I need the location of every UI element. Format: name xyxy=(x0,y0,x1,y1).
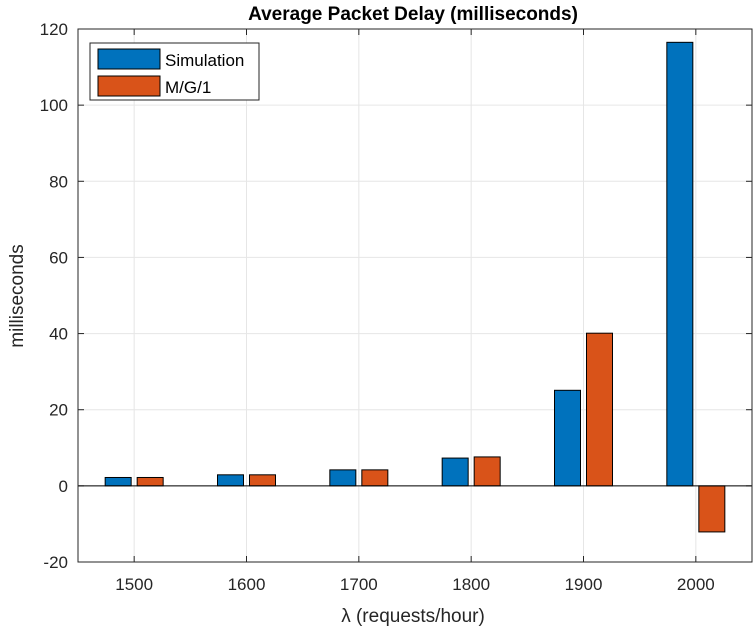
bar-mg1-1700 xyxy=(361,469,389,487)
x-tick-label: 1900 xyxy=(565,575,603,594)
legend-swatch-mg1 xyxy=(97,75,161,97)
bar-mg1-1500 xyxy=(136,476,164,487)
legend: Simulation M/G/1 xyxy=(89,42,260,101)
bar-mg1-1900 xyxy=(586,332,613,487)
axes xyxy=(77,28,753,563)
plot-frame xyxy=(77,28,753,563)
y-tick-label: 0 xyxy=(59,477,68,496)
x-tick-label: 1600 xyxy=(228,575,266,594)
x-tick-label: 2000 xyxy=(677,575,715,594)
bar-simulation-2000 xyxy=(666,41,694,487)
y-axis-label: milliseconds xyxy=(7,244,28,347)
y-tick-label: -20 xyxy=(43,553,68,572)
y-tick-label: 120 xyxy=(40,20,68,39)
x-tick-label: 1700 xyxy=(340,575,378,594)
y-tick-label: 40 xyxy=(49,325,68,344)
y-tick-label: 80 xyxy=(49,172,68,191)
bar-simulation-1500 xyxy=(104,476,132,487)
legend-swatch-simulation xyxy=(97,48,161,70)
chart-title: Average Packet Delay (milliseconds) xyxy=(248,4,578,25)
legend-label-simulation: Simulation xyxy=(165,51,244,70)
bar-simulation-1900 xyxy=(554,389,581,487)
y-tick-label: 20 xyxy=(49,401,68,420)
bars xyxy=(104,41,726,533)
tick-labels: -20 0 20 40 60 80 100 120 1500 1600 1700 1800 1900 20… xyxy=(40,20,715,594)
y-tick-label: 60 xyxy=(49,248,68,267)
legend-label-mg1: M/G/1 xyxy=(165,78,211,97)
bar-mg1-1800 xyxy=(473,456,501,487)
y-tick-label: 100 xyxy=(40,96,68,115)
bar-simulation-1800 xyxy=(441,457,469,487)
bar-simulation-1600 xyxy=(217,474,244,487)
x-tick-label: 1800 xyxy=(452,575,490,594)
bar-mg1-2000 xyxy=(698,485,726,533)
x-tick-label: 1500 xyxy=(115,575,153,594)
bar-simulation-1700 xyxy=(329,469,357,487)
bar-mg1-1600 xyxy=(249,474,276,487)
x-axis-label: λ (requests/hour) xyxy=(341,606,485,627)
